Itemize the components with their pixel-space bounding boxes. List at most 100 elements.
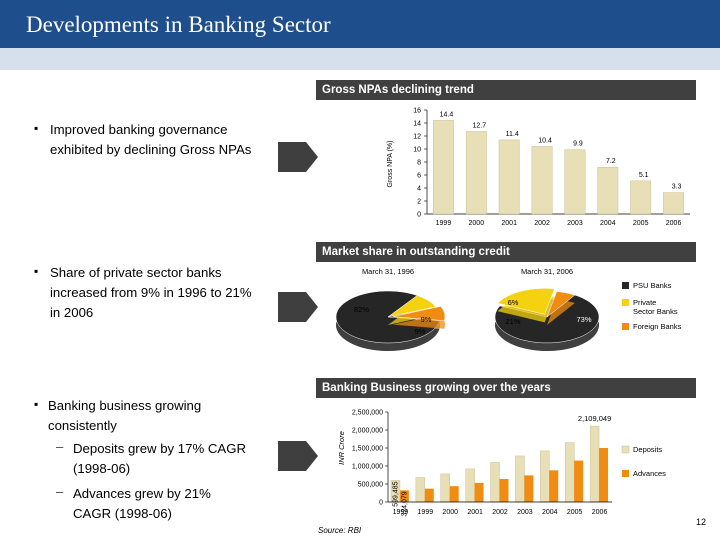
arrow-right-icon (278, 292, 318, 322)
bullet-marker: ▪ (34, 264, 39, 278)
pie-slice-label: 73% (576, 315, 591, 324)
bullet-1: Improved banking governance exhibited by… (50, 120, 251, 160)
npa-bar-value-label: 12.7 (473, 122, 487, 129)
npa-bar-value-label: 5.1 (639, 172, 649, 179)
sub-bullet-2-line-2: CAGR (1998-06) (73, 506, 172, 521)
biz-deposits-bar (465, 468, 475, 503)
arrow-right-icon (278, 142, 318, 172)
biz-value-label: 2,109,049 (578, 414, 611, 423)
npa-x-tick-label: 2003 (567, 220, 583, 227)
pie-legend-swatch (622, 299, 629, 306)
bullet-3-line-2: consistently (48, 418, 117, 433)
npa-y-tick-label: 14 (413, 121, 421, 128)
biz-y-tick-label: 1,500,000 (352, 446, 383, 453)
biz-advances-bar (474, 482, 484, 502)
npa-x-tick-label: 1999 (436, 220, 452, 227)
pie-slice-label: 82% (354, 305, 369, 314)
npa-bar-value-label: 7.2 (606, 158, 616, 165)
page-number: 12 (696, 517, 707, 527)
pie-legend-swatch (622, 323, 629, 330)
pie-slice (497, 288, 555, 315)
bullet-2: Share of private sector banks increased … (50, 263, 252, 323)
npa-bar (465, 131, 487, 215)
pie-legend-swatch (622, 282, 629, 289)
biz-deposits-bar (540, 450, 550, 503)
npa-x-tick-label: 2001 (501, 220, 517, 227)
pie-slice-label: 21% (505, 317, 520, 326)
npa-bar (597, 166, 619, 215)
biz-advances-bar (499, 478, 509, 502)
market-share-pie-chart: March 31, 1996 March 31, 2006 82% 9% 9% 73%… (335, 267, 682, 351)
biz-value-label: 599,485 (392, 481, 399, 506)
biz-advances-bar (449, 486, 459, 502)
biz-legend-label: Advances (633, 469, 666, 478)
biz-x-tick-label: 2001 (467, 509, 483, 516)
npa-y-tick-label: 0 (417, 212, 421, 219)
biz-y-tick-label: 0 (379, 500, 383, 507)
sub-bullet-2: Advances grew by 21% CAGR (1998-06) (73, 484, 211, 524)
npa-bar-chart: Gross NPA (%) 0 2 4 6 8 10 12 14 16 1999 2000 2001… (387, 108, 690, 227)
biz-x-tick-label: 2003 (517, 509, 533, 516)
bullet-2-line-3: in 2006 (50, 305, 94, 320)
bullet-3: Banking business growing consistently (48, 396, 201, 436)
pie-slice-depth (547, 299, 575, 325)
biz-x-tick-label: 2004 (542, 509, 558, 516)
sub-bullet-1: Deposits grew by 17% CAGR (1998-06) (73, 439, 246, 479)
biz-y-tick-label: 500,000 (358, 482, 383, 489)
biz-advances-bar (599, 448, 609, 502)
biz-advances-bar (399, 490, 409, 502)
banking-business-bar-chart: INR Crore 0 500,000 1,000,000 1,500,000 2,00… (337, 410, 666, 517)
npa-bar-value-label: 11.4 (506, 131, 519, 138)
biz-advances-bar (549, 470, 559, 502)
npa-bar (663, 192, 684, 215)
biz-deposits-bar (565, 442, 575, 503)
npa-bar (630, 180, 652, 215)
npa-y-tick-label: 10 (413, 147, 421, 154)
biz-x-tick-label: 2005 (567, 509, 583, 516)
npa-y-tick-label: 2 (417, 199, 421, 206)
biz-legend-swatch (622, 470, 629, 477)
biz-deposits-bar (515, 455, 525, 503)
pie-legend-label: PSU Banks (633, 281, 672, 290)
pie-legend-label: Foreign Banks (633, 322, 682, 331)
npa-bar-value-label: 10.4 (538, 137, 552, 144)
biz-x-tick-label: 1999 (418, 509, 434, 516)
pie-slice (387, 295, 437, 318)
npa-x-tick-label: 2002 (534, 220, 550, 227)
pie-2006-label: March 31, 2006 (521, 267, 573, 276)
pie-legend-label: Private Sector Banks (633, 298, 678, 316)
bullet-1-line-2: exhibited by declining Gross NPAs (50, 142, 252, 157)
title-band (0, 48, 720, 70)
npa-y-tick-label: 6 (417, 173, 421, 180)
pie-slice-label: 6% (508, 298, 519, 307)
arrow-right-icon (278, 441, 318, 471)
npa-bar (531, 146, 553, 215)
npa-chart-header: Gross NPAs declining trend (316, 80, 696, 100)
title-bar: Developments in Banking Sector (0, 0, 720, 48)
biz-y-tick-label: 2,500,000 (352, 410, 383, 417)
banking-business-header: Banking Business growing over the years (316, 378, 696, 398)
npa-y-tick-label: 4 (417, 186, 421, 193)
bullet-marker: ▪ (34, 397, 39, 411)
pie-slice (546, 291, 576, 318)
biz-advances-bar (524, 475, 534, 502)
biz-deposits-bar (589, 425, 600, 503)
biz-y-tick-label: 2,000,000 (352, 428, 383, 435)
npa-x-tick-label: 2005 (633, 220, 649, 227)
npa-y-axis-label: Gross NPA (%) (387, 141, 394, 188)
biz-value-label: 324,079 (401, 491, 408, 516)
bullet-2-line-1: Share of private sector banks (50, 265, 222, 280)
npa-y-tick-label: 12 (413, 134, 421, 141)
npa-y-tick-label: 8 (417, 160, 421, 167)
biz-x-tick-label: 2002 (492, 509, 508, 516)
bullet-1-line-1: Improved banking governance (50, 122, 228, 137)
biz-deposits-bar (415, 477, 426, 503)
npa-x-tick-label: 2004 (600, 220, 616, 227)
biz-x-tick-label: 1999 (393, 509, 409, 516)
sub-bullet-1-line-2: (1998-06) (73, 461, 131, 476)
biz-x-tick-label: 2006 (592, 509, 608, 516)
biz-legend-swatch (621, 445, 630, 454)
biz-deposits-bar (440, 473, 450, 503)
sub-bullet-dash: – (56, 484, 64, 499)
biz-legend-label: Deposits (633, 445, 662, 454)
